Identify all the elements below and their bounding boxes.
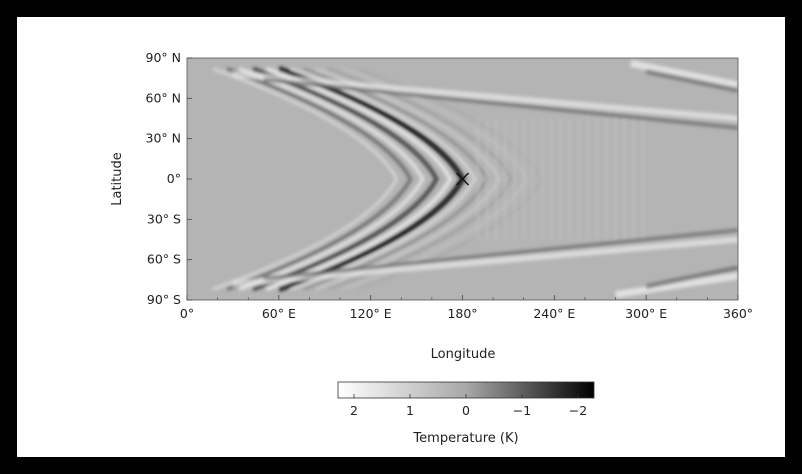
temperature-map-chart: 0° 60° E 120° E 180° 240° E 300° E 360° 90° N 6… (110, 50, 753, 446)
latitude-band (615, 272, 738, 299)
chevron-front (226, 66, 413, 292)
colorbar-tick-label: 2 (350, 403, 358, 418)
chevron-front (290, 67, 477, 291)
latitude-band (645, 265, 738, 290)
x-marker (456, 172, 469, 186)
y-tick-label: 30° N (146, 131, 181, 146)
y-tick-label: 30° S (147, 211, 181, 226)
latitude-band (630, 59, 738, 89)
latitude-band (263, 77, 738, 130)
x-axis-ticks: 0° 60° E 120° E 180° 240° E 300° E 360° (180, 295, 753, 321)
colorbar-tick-label: −2 (569, 403, 587, 418)
x-tick-label: 120° E (350, 306, 392, 321)
x-tick-label: 0° (180, 306, 194, 321)
chevron-front (315, 67, 501, 291)
y-tick-label: 60° S (147, 252, 181, 267)
y-axis-title: Latitude (110, 152, 125, 206)
chevron-front (252, 66, 440, 292)
x-tick-label: 360° (723, 306, 753, 321)
heatmap-area (187, 58, 738, 300)
colorbar-title: Temperature (K) (412, 431, 518, 446)
x-tick-label: 300° E (625, 306, 667, 321)
colorbar-tick-label: 0 (462, 403, 470, 418)
colorbar-tick-label: 1 (406, 403, 414, 418)
latitude-band (645, 68, 738, 93)
y-tick-label: 90° S (147, 292, 181, 307)
marker-stroke (456, 172, 469, 186)
latitude-band (263, 228, 738, 281)
chevron-front (327, 67, 513, 291)
x-axis-title: Longitude (431, 347, 496, 362)
latitude-band (232, 236, 738, 287)
x-tick-label: 240° E (533, 306, 575, 321)
latitude-band (232, 71, 738, 122)
colorbar-tick-label: −1 (513, 403, 531, 418)
colorbar-ticks: 2 1 0 −1 −2 (350, 394, 587, 418)
chevron-front (265, 66, 453, 292)
chevron-front (212, 67, 399, 291)
y-tick-label: 60° N (146, 90, 181, 105)
y-axis-ticks: 90° N 60° N 30° N 0° 30° S 60° S 90° S (146, 50, 192, 307)
x-tick-label: 60° E (262, 306, 296, 321)
figure-panel: 0° 60° E 120° E 180° 240° E 300° E 360° 90° N 6… (17, 17, 785, 457)
x-tick-label: 180° (447, 306, 477, 321)
chevron-front (238, 66, 425, 292)
y-tick-label: 90° N (146, 50, 181, 65)
chevron-front (342, 67, 528, 291)
y-tick-label: 0° (167, 171, 181, 186)
